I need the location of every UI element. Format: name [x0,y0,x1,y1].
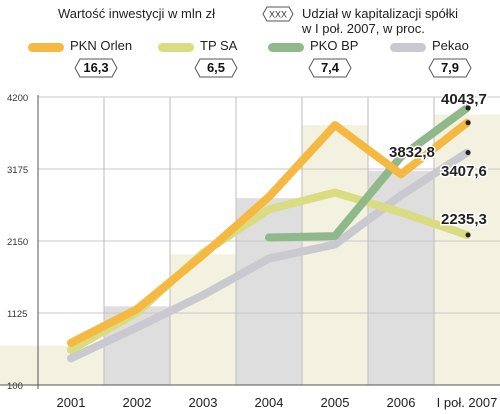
end-value-label-1: 3832,8 [389,144,435,161]
y-tick-label-2: 2150 [7,237,28,248]
end-point-dot-1 [465,232,471,238]
end-point-dot-0 [465,120,471,126]
legend-swatch-pekao [390,43,426,52]
y-tick-label-4: 4200 [7,93,28,104]
legend-item-pkn-orlen: PKN Orlen 16,3 [28,38,158,78]
share-badge-pkn-orlen: 16,3 [74,58,118,78]
y-tick-label-3: 3175 [7,165,28,176]
legend-label-pekao: Pekao [432,38,469,53]
x-tick-label-0: 2001 [57,395,86,410]
share-badge-pko-bp: 7,4 [308,58,352,78]
chart-title: Wartość inwestycji w mln zł [58,6,215,21]
legend-label-pkn-orlen: PKN Orlen [70,38,133,53]
share-caption-line1: Udział w kapitalizacji spółki [302,6,459,21]
legend-item-pko-bp: PKO BP 7,4 [268,38,378,78]
end-value-label-0: 4043,7 [441,91,487,108]
legend-item-tp-sa: TP SA 6,5 [158,38,258,78]
legend-label-pko-bp: PKO BP [310,38,359,53]
x-tick-label-1: 2002 [123,395,152,410]
series-line-pekao [67,148,471,363]
share-badge-pekao: 7,9 [428,58,472,78]
end-value-label-2: 3407,6 [441,163,487,180]
end-point-dot-3 [465,150,471,156]
y-tick-label-0: 100 [7,381,23,392]
series-line-pkn-orlen [67,118,471,347]
x-tick-label-4: 2005 [321,395,350,410]
background-bar-4 [302,125,368,385]
x-tick-label-5: 2006 [387,395,416,410]
background-bar-3 [236,198,302,385]
background-bar-6 [434,114,500,385]
share-badge-legend-icon: XXX [262,6,294,22]
legend-swatch-tp-sa [158,43,194,52]
share-badge-tp-sa: 6,5 [194,58,238,78]
y-tick-label-1: 1125 [7,309,27,320]
x-tick-label-3: 2004 [255,395,284,410]
share-caption: Udział w kapitalizacji spółki w I poł. 2… [302,6,458,36]
share-caption-line2: w I poł. 2007, w proc. [302,21,425,36]
series-line-pko-bp [265,103,471,242]
end-value-label-3: 2235,3 [441,211,487,228]
x-tick-label-2: 2003 [189,395,218,410]
svg-text:XXX: XXX [269,10,287,20]
legend-swatch-pkn-orlen [28,43,64,52]
legend-item-pekao: Pekao 7,9 [390,38,496,78]
end-point-dot-2 [465,105,471,111]
x-tick-label-6: I poł. 2007 [437,395,498,410]
legend-label-tp-sa: TP SA [200,38,238,53]
legend-swatch-pko-bp [268,43,304,52]
